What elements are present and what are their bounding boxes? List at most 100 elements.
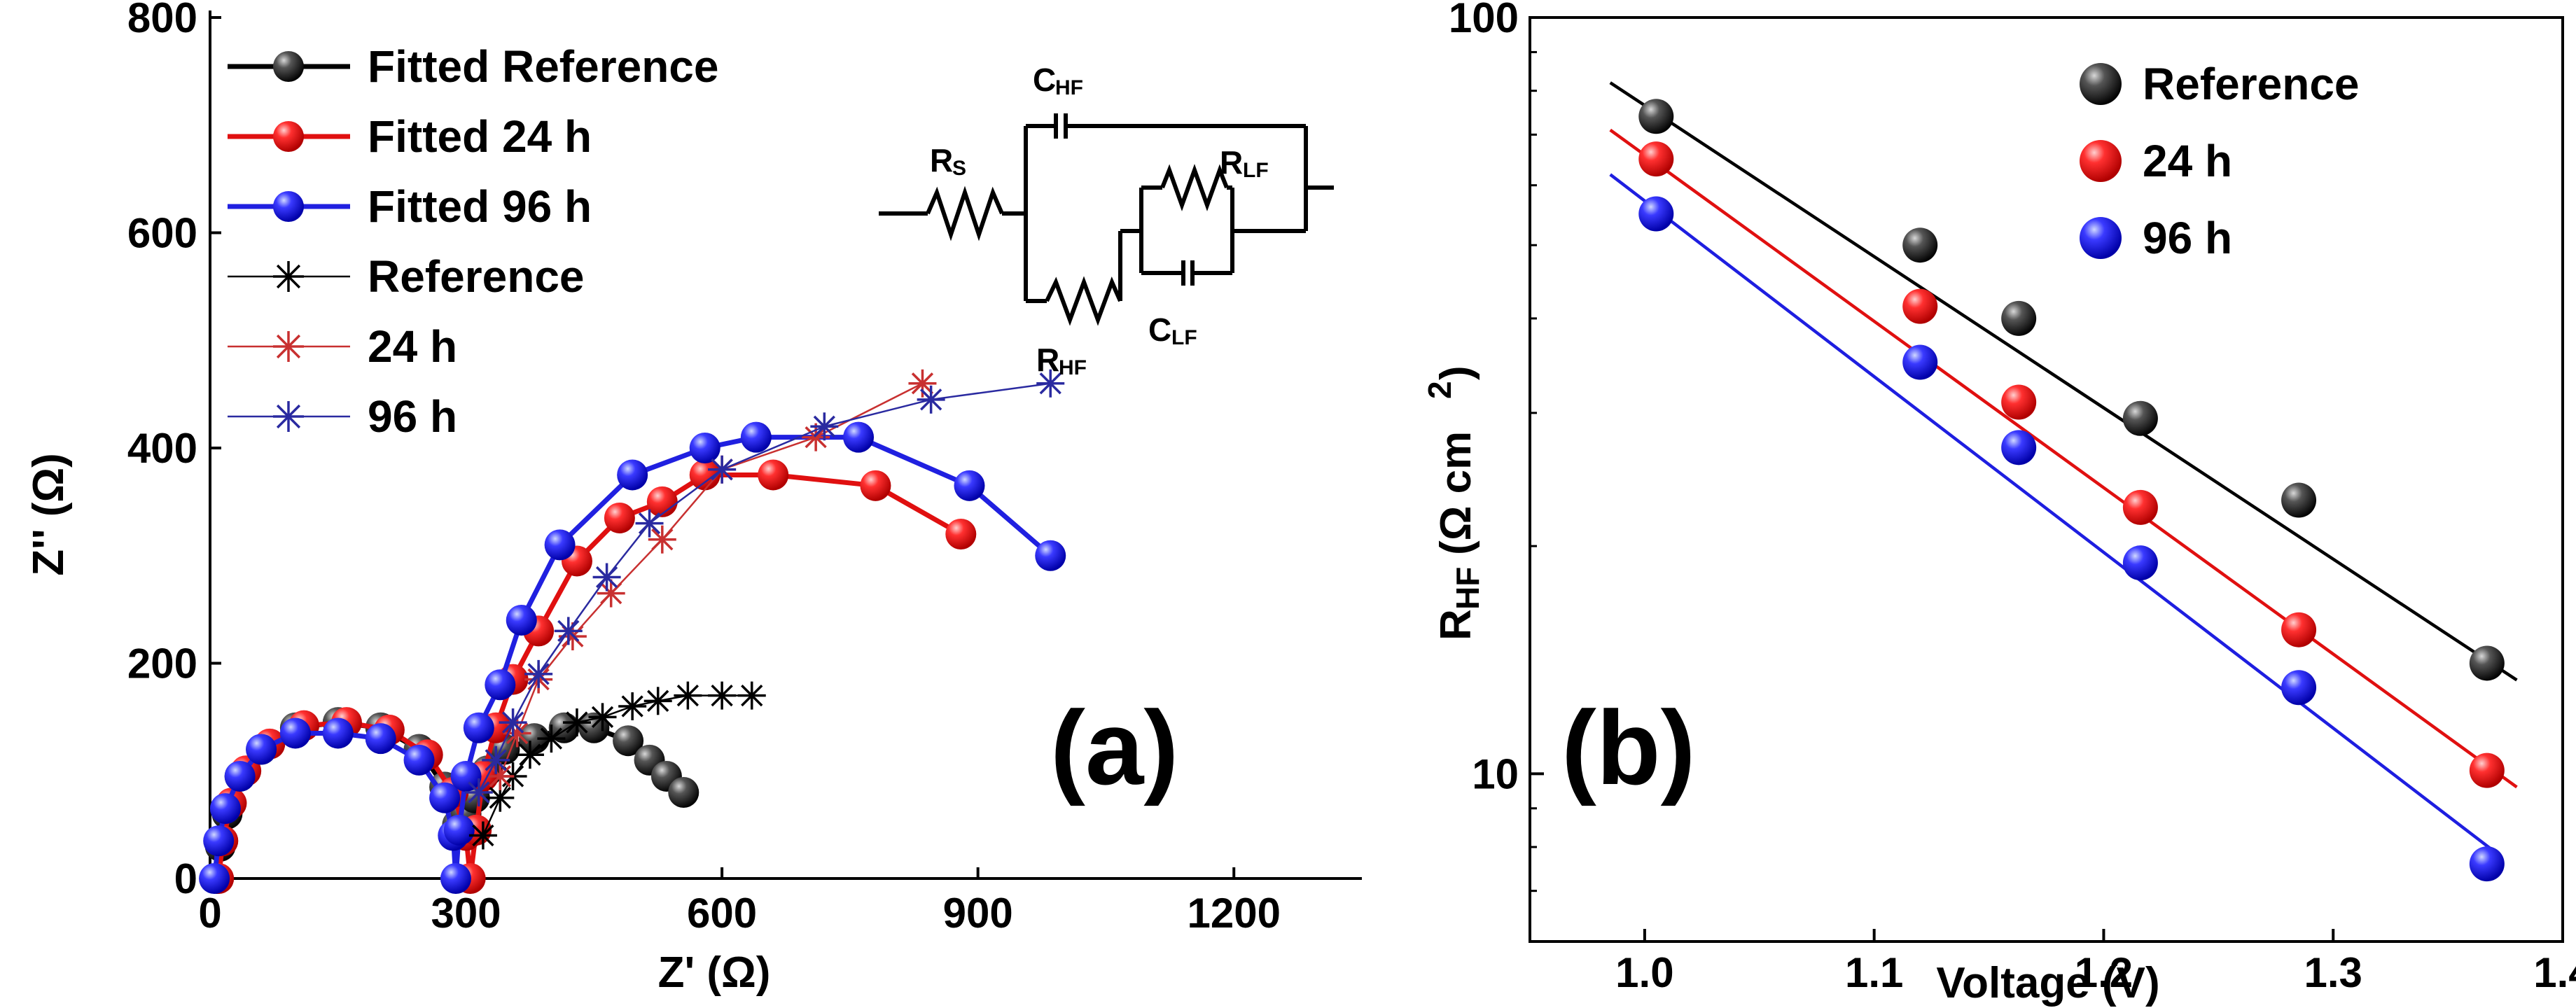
- a-series-2: [199, 421, 1066, 894]
- b-data-point: [2001, 300, 2037, 336]
- a-data-point: [450, 760, 482, 792]
- a-data-point: [648, 525, 676, 554]
- a-data-point: [643, 687, 672, 715]
- a-data-point: [515, 741, 544, 769]
- b-series-0: [1609, 81, 2518, 682]
- a-y-tick-label: 600: [127, 210, 197, 257]
- panel-b-x-axis-label: Voltage (V): [1936, 959, 2159, 1007]
- equivalent-circuit-diagram: [879, 113, 1334, 326]
- legend-star-marker: [273, 331, 304, 362]
- b-data-point: [1902, 227, 1938, 263]
- b-data-point: [2281, 612, 2317, 648]
- b-data-point: [1638, 196, 1674, 232]
- panel-a-y-axis-label: Z'' (Ω): [25, 453, 73, 576]
- a-data-point: [506, 605, 537, 636]
- a-data-point: [1035, 540, 1066, 571]
- a-data-point: [279, 718, 311, 749]
- b-y-tick-label: 100: [1449, 0, 1519, 41]
- a-data-point: [224, 760, 256, 792]
- svg-text:R: R: [1220, 144, 1243, 181]
- a-data-point: [592, 563, 621, 592]
- resistor-rlf: [1160, 164, 1229, 211]
- a-data-point: [597, 579, 625, 608]
- a-data-point: [617, 459, 648, 491]
- legend-item-b-24h: 24 h: [2080, 136, 2232, 186]
- svg-text:R: R: [930, 142, 953, 178]
- a-y-tick-label: 200: [127, 640, 197, 687]
- a-data-point: [322, 718, 354, 749]
- svg-text:R: R: [1036, 342, 1059, 378]
- a-data-point: [209, 793, 241, 825]
- b-x-tick-label: 1.4: [2533, 949, 2576, 996]
- a-data-point: [758, 459, 789, 491]
- legend-star-marker: [273, 261, 304, 292]
- legend-item-b-96h: 96 h: [2080, 213, 2232, 263]
- b-x-tick-label: 1.1: [1845, 949, 1903, 996]
- a-data-point: [365, 723, 396, 755]
- b-data-point: [2001, 384, 2037, 420]
- b-series-2: [1609, 173, 2505, 882]
- a-data-point: [486, 762, 515, 790]
- legend-item-24h: 24 h: [228, 321, 457, 372]
- a-data-point: [613, 725, 644, 757]
- svg-text:LF: LF: [1243, 159, 1269, 182]
- a-data-point: [708, 455, 737, 484]
- panel-b-frame: [1529, 16, 2564, 943]
- b-data-point: [1638, 141, 1674, 177]
- circuit-labels: R S C HF R HF R LF C LF: [930, 62, 1269, 379]
- b-fit-line: [1609, 81, 2518, 682]
- b-data-point: [2122, 400, 2158, 436]
- a-x-tick-label: 600: [687, 890, 757, 937]
- legend-item-fitted-24h: Fitted 24 h: [228, 111, 592, 162]
- svg-text:HF: HF: [1055, 76, 1083, 99]
- a-data-point: [403, 744, 435, 776]
- a-x-tick-label: 300: [431, 890, 501, 937]
- a-data-point: [635, 509, 664, 538]
- b-data-point: [2469, 752, 2505, 788]
- a-data-point: [646, 486, 678, 517]
- a-x-tick-label: 1200: [1187, 890, 1280, 937]
- a-series-line: [216, 472, 963, 881]
- b-series-1: [1609, 128, 2518, 789]
- panel-b-legend: Reference 24 h 96 h: [2080, 59, 2360, 263]
- a-data-point: [440, 863, 471, 894]
- b-fit-line: [1609, 173, 2495, 853]
- legend-item-fitted-reference: Fitted Reference: [228, 41, 718, 92]
- a-data-point: [554, 617, 583, 645]
- svg-text:Fitted Reference: Fitted Reference: [368, 41, 718, 92]
- a-data-point: [843, 421, 875, 453]
- svg-text:Reference: Reference: [368, 251, 585, 302]
- a-y-tick-label: 0: [174, 855, 197, 902]
- svg-text:2: 2: [1421, 381, 1458, 399]
- b-x-tick-label: 1.2: [2075, 949, 2133, 996]
- svg-text:Fitted 96 h: Fitted 96 h: [368, 181, 592, 232]
- a-data-point: [485, 669, 516, 701]
- b-data-point: [2122, 545, 2158, 581]
- b-data-point: [1902, 288, 1938, 324]
- a-data-point: [468, 821, 497, 850]
- a-data-point: [954, 470, 985, 501]
- panel-a-label: (a): [1050, 689, 1178, 806]
- panel-a-legend: Fitted Reference Fitted 24 h Fitted 96 h…: [228, 41, 718, 442]
- a-data-point: [588, 703, 617, 732]
- a-x-tick-label: 900: [943, 890, 1013, 937]
- legend-item-96h: 96 h: [228, 391, 457, 442]
- svg-text:): ): [1432, 365, 1480, 380]
- a-series-line: [211, 435, 1052, 881]
- svg-text:96 h: 96 h: [2143, 213, 2232, 263]
- a-data-point: [737, 681, 766, 710]
- a-data-point: [740, 421, 772, 453]
- a-data-point: [199, 863, 230, 894]
- a-data-point: [908, 369, 937, 398]
- a-data-point: [1036, 369, 1065, 398]
- a-data-point: [917, 385, 945, 414]
- a-data-point: [203, 825, 235, 857]
- a-data-point: [945, 519, 977, 550]
- svg-text:Fitted 24 h: Fitted 24 h: [368, 111, 592, 162]
- a-data-point: [860, 470, 891, 501]
- a-data-point: [464, 778, 493, 806]
- legend-item-b-reference: Reference: [2080, 59, 2360, 109]
- b-data-point: [2001, 430, 2037, 465]
- b-data-point: [2281, 670, 2317, 706]
